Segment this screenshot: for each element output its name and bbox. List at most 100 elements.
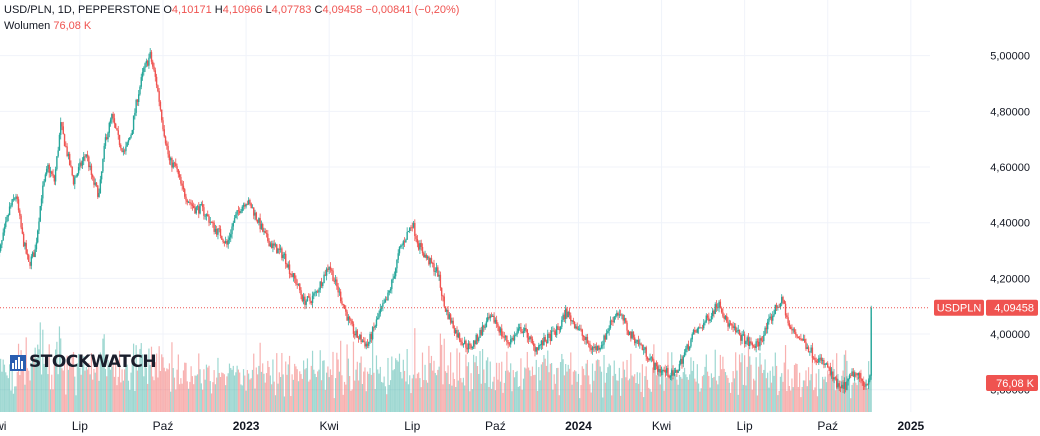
volume-tag-value: 76,08 K xyxy=(996,378,1035,390)
candle-body xyxy=(306,296,309,302)
candle-body xyxy=(655,362,658,367)
candle-body xyxy=(690,339,692,347)
volume-bar xyxy=(409,375,411,412)
candle-body xyxy=(402,241,405,245)
volume-bar xyxy=(237,369,240,412)
candle-body xyxy=(65,146,67,147)
volume-bar xyxy=(287,364,289,412)
candle-body xyxy=(467,343,470,350)
candle-body xyxy=(839,386,842,388)
volume-bar xyxy=(600,371,603,412)
candle-body xyxy=(313,293,315,296)
volume-bar xyxy=(559,362,562,412)
volume-bar xyxy=(300,374,302,412)
watermark-text: STOCKWATCH xyxy=(29,352,157,372)
volume-bar xyxy=(737,394,739,412)
volume-bar xyxy=(63,361,66,412)
candle-body xyxy=(19,210,21,216)
volume-bar xyxy=(249,379,251,412)
volume-bar xyxy=(584,375,586,412)
candle-body xyxy=(411,227,413,229)
volume-bar xyxy=(704,366,706,412)
volume-bar xyxy=(279,377,282,412)
volume-bar xyxy=(719,354,721,412)
volume-bar xyxy=(579,398,581,412)
volume-bar xyxy=(603,354,605,412)
volume-bar xyxy=(700,388,702,412)
candle-body xyxy=(830,371,833,375)
candle-body xyxy=(742,334,745,336)
volume-bar xyxy=(324,389,326,412)
volume-bar xyxy=(198,353,200,412)
volume-bar xyxy=(217,357,219,412)
volume-bar xyxy=(342,394,344,412)
candle-body xyxy=(24,242,26,247)
candle-body xyxy=(796,334,798,337)
candle-body xyxy=(733,326,736,329)
candle-body xyxy=(754,345,756,348)
volume-bar xyxy=(868,361,870,412)
volume-bar xyxy=(368,373,370,412)
volume-bar xyxy=(631,375,633,412)
volume-bar xyxy=(111,366,113,412)
candle-body xyxy=(432,263,434,264)
candle-body xyxy=(264,230,266,234)
volume-bar xyxy=(526,351,528,412)
candle-body xyxy=(582,335,585,338)
candle-body xyxy=(682,356,684,364)
volume-bar xyxy=(666,377,668,412)
volume-bar xyxy=(503,382,505,412)
volume-bar xyxy=(506,351,508,412)
candle-body xyxy=(424,254,426,258)
candle-body xyxy=(37,230,39,243)
volume-bar xyxy=(779,376,782,412)
candle-body xyxy=(288,264,291,274)
candle-body xyxy=(308,296,310,298)
volume-bar xyxy=(83,356,85,412)
candle-body xyxy=(318,289,320,293)
candle-body xyxy=(189,202,191,204)
volume-bar xyxy=(195,375,197,412)
volume-bar xyxy=(24,384,26,412)
volume-bar xyxy=(493,376,495,412)
volume-bar xyxy=(471,389,473,412)
x-tick-label: Lip xyxy=(404,419,420,433)
volume-bar xyxy=(494,390,496,412)
candle-body xyxy=(378,313,380,318)
volume-bar xyxy=(502,392,504,412)
volume-bar xyxy=(447,365,449,412)
candle-body xyxy=(238,211,241,214)
candle-body xyxy=(377,317,379,320)
change-value: −0,00841 (−0,20%) xyxy=(365,4,460,16)
candle-body xyxy=(42,185,44,199)
volume-bar xyxy=(709,387,711,412)
candle-body xyxy=(125,146,127,152)
candle-body xyxy=(405,239,407,243)
candle-body xyxy=(112,113,114,119)
candle-body xyxy=(272,243,274,249)
candle-body xyxy=(218,228,220,230)
candle-body xyxy=(437,267,439,277)
volume-bar xyxy=(139,348,141,412)
volume-bar xyxy=(225,385,227,412)
volume-bar xyxy=(19,375,21,412)
candle-body xyxy=(263,230,265,232)
volume-bar xyxy=(135,345,137,412)
price-tag-bg xyxy=(986,299,1038,316)
candle-body xyxy=(26,253,29,256)
candle-body xyxy=(476,334,479,341)
candle-body xyxy=(409,227,411,232)
volume-bar xyxy=(620,395,622,412)
candle-body xyxy=(403,241,406,243)
candle-body xyxy=(30,256,33,266)
candle-body xyxy=(148,57,150,66)
volume-bar xyxy=(723,368,725,412)
candle-body xyxy=(471,346,474,349)
volume-bar xyxy=(369,367,371,412)
candle-body xyxy=(334,279,337,282)
volume-bar xyxy=(510,363,512,412)
candle-body xyxy=(237,210,240,212)
candle-body xyxy=(536,347,539,351)
volume-bar xyxy=(703,374,705,412)
